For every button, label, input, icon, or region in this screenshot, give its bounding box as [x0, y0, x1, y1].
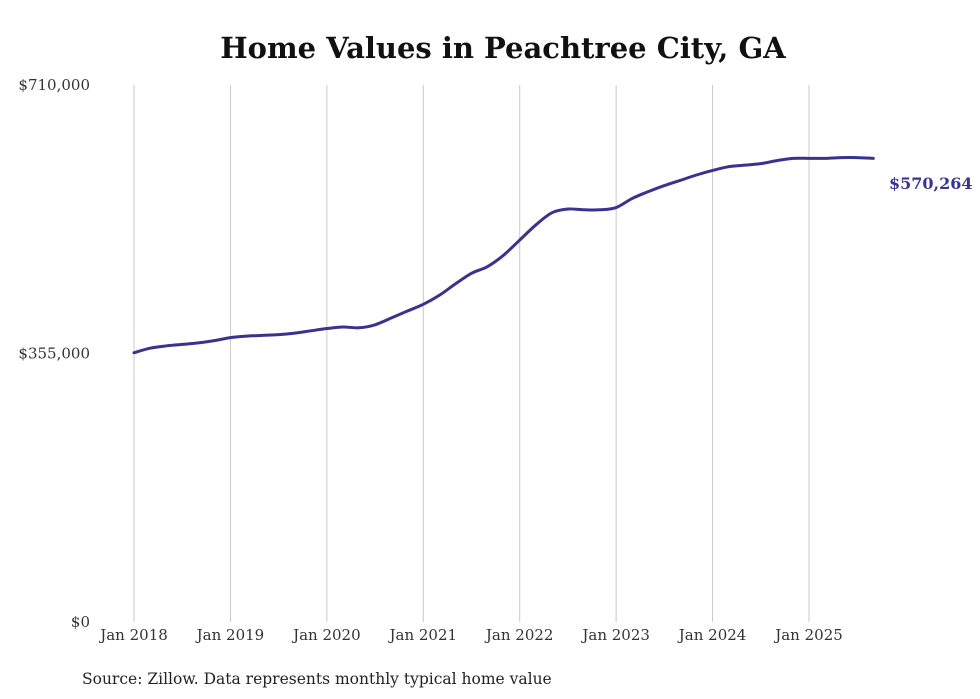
chart-title: Home Values in Peachtree City, GA: [220, 31, 786, 65]
x-tick-label: Jan 2024: [677, 626, 747, 644]
x-tick-label: Jan 2023: [580, 626, 650, 644]
home-value-line: [132, 156, 875, 355]
y-tick-label: $0: [71, 613, 90, 631]
y-tick-label: $355,000: [18, 345, 90, 363]
vertical-gridlines: [133, 85, 810, 622]
x-tick-label: Jan 2019: [195, 626, 265, 644]
latest-value-label: $570,264: [889, 174, 973, 193]
x-tick-label: Jan 2025: [773, 626, 843, 644]
x-tick-label: Jan 2018: [98, 626, 168, 644]
x-tick-label: Jan 2021: [388, 626, 458, 644]
x-axis-ticks: Jan 2018 Jan 2019 Jan 2020 Jan 2021 Jan 2022…: [98, 626, 843, 644]
x-tick-label: Jan 2022: [484, 626, 554, 644]
y-axis-ticks: $0 $355,000 $710,000: [18, 76, 90, 631]
source-note: Source: Zillow. Data represents monthly …: [82, 670, 552, 688]
y-tick-label: $710,000: [18, 76, 90, 94]
x-tick-label: Jan 2020: [291, 626, 361, 644]
